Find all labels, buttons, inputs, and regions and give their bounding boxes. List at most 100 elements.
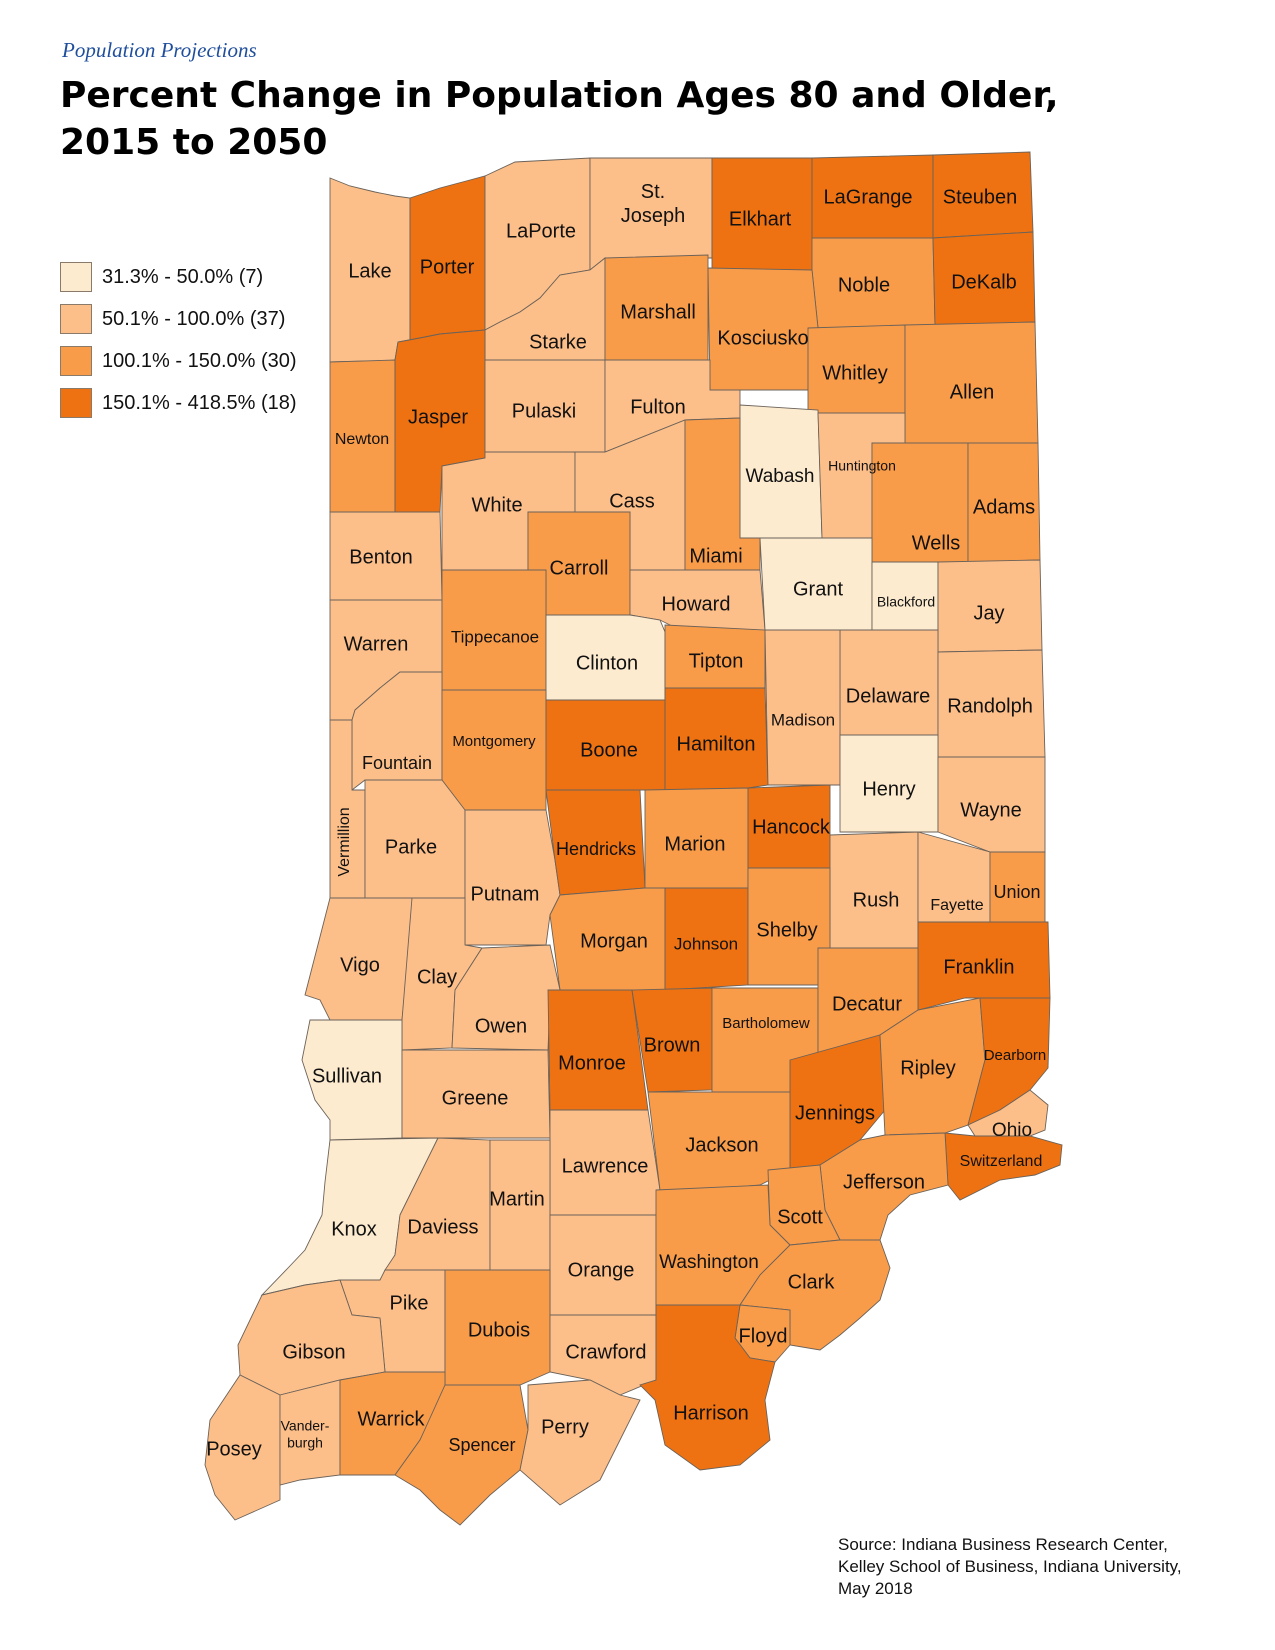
county-label: Hendricks bbox=[556, 839, 636, 859]
county-label: Fountain bbox=[362, 753, 432, 773]
county-label: Hamilton bbox=[677, 733, 756, 755]
county-label: Martin bbox=[489, 1188, 545, 1210]
county-label: Dubois bbox=[468, 1319, 530, 1341]
county-label: Hancock bbox=[752, 816, 831, 838]
county-label: Tippecanoe bbox=[451, 627, 539, 646]
legend-item: 100.1% - 150.0% (30) bbox=[60, 340, 297, 382]
county-label: Ripley bbox=[900, 1057, 956, 1079]
county-label: Adams bbox=[973, 496, 1035, 518]
county-label: Boone bbox=[580, 739, 638, 761]
county-perry bbox=[519, 1379, 641, 1506]
county-label: Scott bbox=[777, 1206, 823, 1228]
county-label: Benton bbox=[349, 546, 412, 568]
county-label: Whitley bbox=[822, 362, 888, 384]
county-label: Lake bbox=[348, 260, 391, 282]
legend-swatch bbox=[60, 304, 92, 334]
county-label: Owen bbox=[475, 1015, 527, 1037]
county-label: Gibson bbox=[282, 1341, 345, 1363]
county-label: Orange bbox=[568, 1259, 635, 1281]
county-label: Jasper bbox=[408, 406, 468, 428]
county-monroe bbox=[547, 989, 649, 1111]
county-label: Union bbox=[993, 882, 1040, 902]
legend-label: 31.3% - 50.0% (7) bbox=[102, 265, 264, 288]
county-label: Floyd bbox=[739, 1325, 788, 1347]
county-label: Decatur bbox=[832, 993, 902, 1015]
county-label: Wells bbox=[912, 532, 961, 554]
county-label: Lawrence bbox=[562, 1155, 649, 1177]
county-label: Johnson bbox=[674, 934, 738, 953]
county-label: Clay bbox=[417, 966, 457, 988]
county-sullivan bbox=[301, 1019, 403, 1141]
county-label: Fayette bbox=[930, 897, 983, 914]
county-spencer bbox=[394, 1384, 529, 1526]
county-label: Marshall bbox=[620, 301, 696, 323]
county-label: Switzerland bbox=[960, 1153, 1043, 1170]
county-label: Washington bbox=[659, 1252, 759, 1273]
county-label: St. Joseph bbox=[621, 181, 686, 227]
map-title: Percent Change in Population Ages 80 and… bbox=[60, 72, 1060, 166]
legend-item: 31.3% - 50.0% (7) bbox=[60, 256, 297, 298]
county-montgomery bbox=[441, 689, 547, 811]
county-label: Fulton bbox=[630, 396, 686, 418]
legend-label: 100.1% - 150.0% (30) bbox=[102, 349, 297, 372]
county-label: Vermillion bbox=[336, 807, 353, 876]
county-label: Perry bbox=[541, 1416, 589, 1438]
county-label: Ohio bbox=[992, 1120, 1032, 1141]
county-delaware bbox=[839, 629, 939, 736]
county-dubois bbox=[444, 1269, 551, 1386]
county-label: Delaware bbox=[846, 685, 930, 707]
source-line: Source: Indiana Business Research Center… bbox=[838, 1535, 1168, 1554]
legend-item: 150.1% - 418.5% (18) bbox=[60, 382, 297, 424]
source-note: Source: Indiana Business Research Center… bbox=[838, 1534, 1182, 1600]
county-label: LaPorte bbox=[506, 220, 576, 242]
county-label: Grant bbox=[793, 578, 843, 600]
county-label: Newton bbox=[335, 431, 389, 448]
county-label: Noble bbox=[838, 274, 890, 296]
county-label: Carroll bbox=[550, 557, 609, 579]
county-harrison bbox=[639, 1304, 776, 1471]
county-label: Porter bbox=[420, 256, 475, 278]
county-label: Marion bbox=[664, 833, 725, 855]
county-label: Clinton bbox=[576, 652, 638, 674]
county-label: Parke bbox=[385, 836, 437, 858]
map-title-line-1: Percent Change in Population Ages 80 and… bbox=[60, 75, 1059, 116]
county-label: Dearborn bbox=[984, 1047, 1047, 1064]
county-label: Tipton bbox=[689, 650, 744, 672]
county-label: DeKalb bbox=[951, 271, 1017, 293]
county-label: Posey bbox=[206, 1438, 262, 1460]
county-label: Spencer bbox=[448, 1435, 515, 1455]
county-label: Madison bbox=[771, 710, 835, 729]
county-label: Howard bbox=[662, 593, 731, 615]
legend-item: 50.1% - 100.0% (37) bbox=[60, 298, 297, 340]
county-label: Montgomery bbox=[452, 733, 536, 750]
county-label: Randolph bbox=[947, 695, 1033, 717]
county-label: Vigo bbox=[340, 954, 380, 976]
county-label: Daviess bbox=[407, 1216, 478, 1238]
county-label: Jennings bbox=[795, 1102, 875, 1124]
county-fountain bbox=[351, 671, 443, 791]
map-subtitle: Population Projections bbox=[62, 38, 257, 62]
county-switzerland bbox=[944, 1132, 1063, 1201]
county-label: Franklin bbox=[943, 956, 1014, 978]
county-label: Wayne bbox=[960, 799, 1022, 821]
legend-swatch bbox=[60, 346, 92, 376]
county-madison bbox=[764, 629, 841, 786]
county-label: Morgan bbox=[580, 930, 648, 952]
county-label: Warrick bbox=[357, 1408, 425, 1430]
county-label: Blackford bbox=[877, 594, 935, 610]
county-label: Harrison bbox=[673, 1402, 749, 1424]
source-line: May 2018 bbox=[838, 1579, 913, 1598]
legend-label: 150.1% - 418.5% (18) bbox=[102, 391, 297, 414]
county-label: Allen bbox=[950, 381, 994, 403]
county-putnam bbox=[464, 809, 561, 946]
county-label: Rush bbox=[853, 889, 900, 911]
county-label: Cass bbox=[609, 490, 655, 512]
county-label: Elkhart bbox=[729, 208, 792, 230]
county-label: Greene bbox=[442, 1087, 509, 1109]
county-label: Jay bbox=[973, 602, 1004, 624]
county-vanderburgh bbox=[279, 1379, 341, 1486]
map-title-line-2: 2015 to 2050 bbox=[60, 122, 328, 163]
county-label: Brown bbox=[644, 1034, 701, 1056]
county-label: Wabash bbox=[746, 466, 815, 487]
